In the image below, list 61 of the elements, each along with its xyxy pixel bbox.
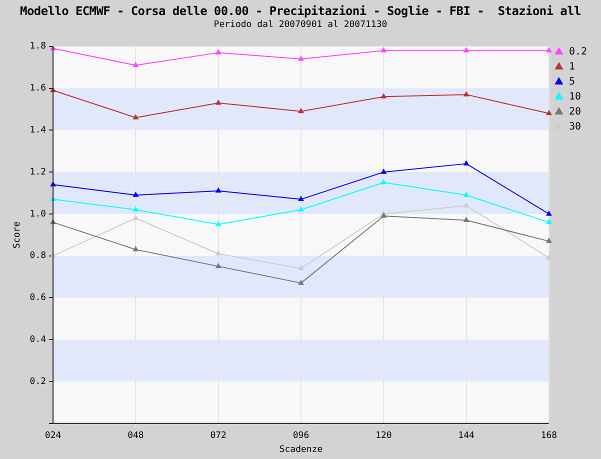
x-tick-label: 024 <box>44 431 62 442</box>
point <box>215 262 222 268</box>
point <box>463 47 470 52</box>
point <box>132 214 139 220</box>
y-tick-label: 0.4 <box>30 334 46 345</box>
point <box>546 218 552 224</box>
y-tick-label: 0.8 <box>30 251 46 262</box>
point <box>215 99 222 105</box>
legend-label: 1 <box>568 62 575 73</box>
point <box>298 280 304 285</box>
point <box>298 108 304 114</box>
point <box>546 47 552 52</box>
y-tick-label: 0.2 <box>30 376 46 387</box>
point <box>132 192 139 197</box>
point <box>132 62 139 67</box>
y-tick-label: 1.4 <box>30 126 46 136</box>
legend-label: 20 <box>568 106 581 118</box>
point <box>546 238 552 243</box>
point <box>215 187 222 193</box>
point <box>380 179 387 184</box>
point <box>132 206 139 212</box>
y-tick-label: 1.2 <box>30 167 46 178</box>
x-tick-label: 072 <box>210 431 226 442</box>
chart-title: Modello ECMWF - Corsa delle 00.00 - Precipitazioni - Soglie - FBI - Stazioni all <box>19 4 582 18</box>
point <box>132 246 139 252</box>
chart-subtitle: Periodo dal 20070901 al 20071130 <box>212 20 388 30</box>
x-tick-label: 096 <box>292 431 310 442</box>
x-tick-label: 120 <box>376 431 392 442</box>
point <box>215 220 222 226</box>
point <box>463 216 470 222</box>
point <box>546 254 552 260</box>
point <box>546 210 552 216</box>
point <box>215 49 222 54</box>
x-tick-label: 144 <box>458 431 474 442</box>
legend-label: 0.2 <box>568 46 587 58</box>
x-axis-title: Scadenze <box>279 444 323 455</box>
point <box>546 110 552 116</box>
point <box>132 114 139 120</box>
legend-label: 30 <box>568 122 581 133</box>
point <box>380 168 387 174</box>
legend-label: 5 <box>568 76 575 88</box>
point <box>380 47 387 52</box>
point <box>463 192 470 197</box>
x-tick-label: 048 <box>128 431 144 442</box>
point <box>463 160 470 166</box>
x-tick-label: 168 <box>540 431 558 442</box>
legend-label: 10 <box>568 92 581 103</box>
point <box>463 91 470 96</box>
point <box>380 93 387 98</box>
y-tick-label: 1.6 <box>30 84 46 94</box>
point <box>298 196 304 202</box>
y-tick-label: 1.8 <box>30 42 46 52</box>
point <box>380 212 387 218</box>
point <box>298 264 304 270</box>
point <box>298 206 304 212</box>
point <box>215 250 222 256</box>
y-tick-label: 0.6 <box>30 293 46 304</box>
point <box>298 55 304 61</box>
point <box>463 202 470 208</box>
y-tick-label: 1.0 <box>30 209 46 220</box>
y-axis-title: Score <box>12 221 23 248</box>
